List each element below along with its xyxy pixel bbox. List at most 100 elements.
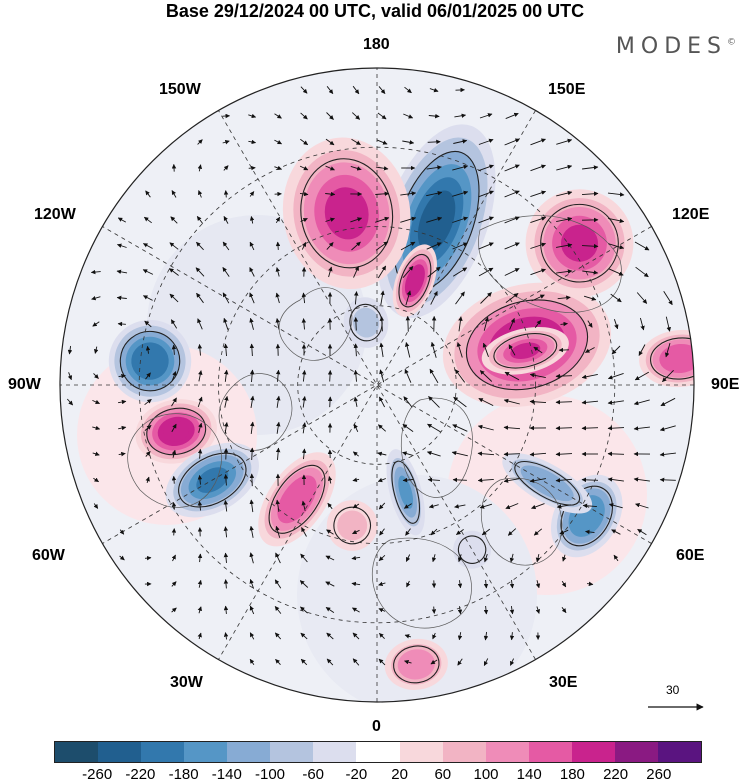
wind-vector — [377, 451, 387, 457]
wind-vector — [430, 341, 437, 358]
wind-vector — [428, 113, 440, 119]
wind-vector — [301, 292, 307, 304]
wind-vector — [223, 317, 229, 330]
contour-line — [650, 337, 694, 380]
wind-vector — [351, 555, 361, 561]
wind-vector — [403, 113, 414, 119]
wind-vector — [530, 190, 547, 198]
wind-vector — [555, 373, 573, 379]
wind-vector — [636, 292, 648, 304]
wind-vector — [248, 113, 257, 119]
meridian-line — [102, 226, 652, 544]
wind-vector — [171, 528, 177, 536]
wind-vector — [118, 373, 126, 379]
wind-vector — [559, 529, 569, 535]
wind-vector — [379, 632, 385, 640]
wind-vector — [249, 525, 254, 538]
coastline — [278, 287, 353, 361]
wind-vector — [145, 451, 151, 457]
wind-vector — [611, 345, 621, 355]
positive-anomaly-cell — [639, 329, 694, 388]
contour-line — [493, 333, 558, 369]
wind-vector — [300, 606, 308, 614]
wind-vector — [556, 269, 573, 274]
lon-label-180: 180 — [363, 36, 390, 53]
wind-vector — [479, 370, 493, 382]
wind-vector — [477, 451, 495, 456]
wind-vector — [249, 191, 255, 197]
wind-vector — [378, 581, 386, 586]
meridian-line — [218, 110, 536, 660]
wind-vector — [483, 553, 489, 563]
wind-vector — [613, 554, 619, 562]
wind-vector — [509, 632, 515, 641]
wind-vector — [301, 422, 307, 434]
wind-vector — [223, 343, 229, 357]
wind-vector — [196, 292, 204, 304]
wind-vector — [171, 554, 176, 562]
wind-vector — [276, 395, 281, 408]
wind-vector — [171, 581, 177, 587]
wind-vector — [223, 190, 229, 198]
wind-vector — [633, 477, 650, 482]
wind-vector — [452, 242, 468, 250]
wind-vector — [275, 318, 280, 330]
wind-vector — [299, 191, 309, 197]
wind-vector — [402, 477, 413, 483]
lon-label-30e: 30E — [549, 674, 578, 691]
wind-vector — [274, 165, 283, 171]
wind-vector — [67, 372, 73, 381]
wind-vector — [452, 190, 469, 197]
wind-vector — [451, 450, 468, 457]
wind-vector — [556, 138, 573, 145]
lon-label-60w: 60W — [32, 547, 65, 564]
wind-vector — [556, 217, 573, 223]
wind-vector — [92, 321, 100, 327]
wind-vector — [142, 269, 154, 275]
wind-vector — [378, 608, 386, 613]
wind-vector — [301, 369, 307, 382]
wind-vector — [117, 321, 126, 327]
wind-vector — [352, 451, 359, 457]
wind-vector — [607, 372, 624, 380]
wind-vector — [453, 396, 467, 408]
wind-vector — [326, 658, 334, 666]
positive-anomaly-cell — [258, 452, 336, 547]
wind-vector — [426, 450, 441, 457]
meridian-line — [218, 110, 536, 660]
wind-vector — [482, 342, 489, 357]
wind-vector — [479, 503, 493, 509]
wind-vector — [662, 369, 674, 383]
wind-vector — [427, 423, 441, 433]
wind-vector — [326, 529, 334, 535]
wind-vector — [377, 424, 386, 432]
wind-vector — [529, 452, 547, 457]
wind-vector — [378, 554, 386, 562]
wind-vector — [249, 369, 255, 383]
wind-vector — [325, 138, 335, 146]
wind-vector — [325, 165, 335, 171]
wind-vector — [222, 267, 230, 277]
wind-vector — [93, 477, 99, 483]
wind-vector — [504, 164, 520, 172]
wind-vector — [404, 659, 412, 665]
wind-vector — [197, 318, 203, 330]
wind-vector — [275, 216, 281, 224]
positive-anomaly-cell — [481, 326, 569, 375]
wind-vector — [503, 398, 520, 405]
wind-vector — [327, 476, 333, 484]
wind-vector — [249, 267, 255, 277]
wind-vector — [250, 421, 255, 434]
wind-vector — [483, 658, 489, 667]
wind-vector — [607, 400, 624, 405]
wind-vector — [529, 399, 547, 404]
wind-vector — [326, 86, 334, 95]
wind-vector — [504, 371, 520, 381]
wind-vector — [507, 528, 517, 536]
wind-vector — [325, 607, 335, 613]
wind-vector — [638, 344, 646, 356]
positive-anomaly-cell — [326, 500, 378, 551]
wind-vector — [478, 242, 494, 250]
wind-vector — [92, 399, 101, 405]
